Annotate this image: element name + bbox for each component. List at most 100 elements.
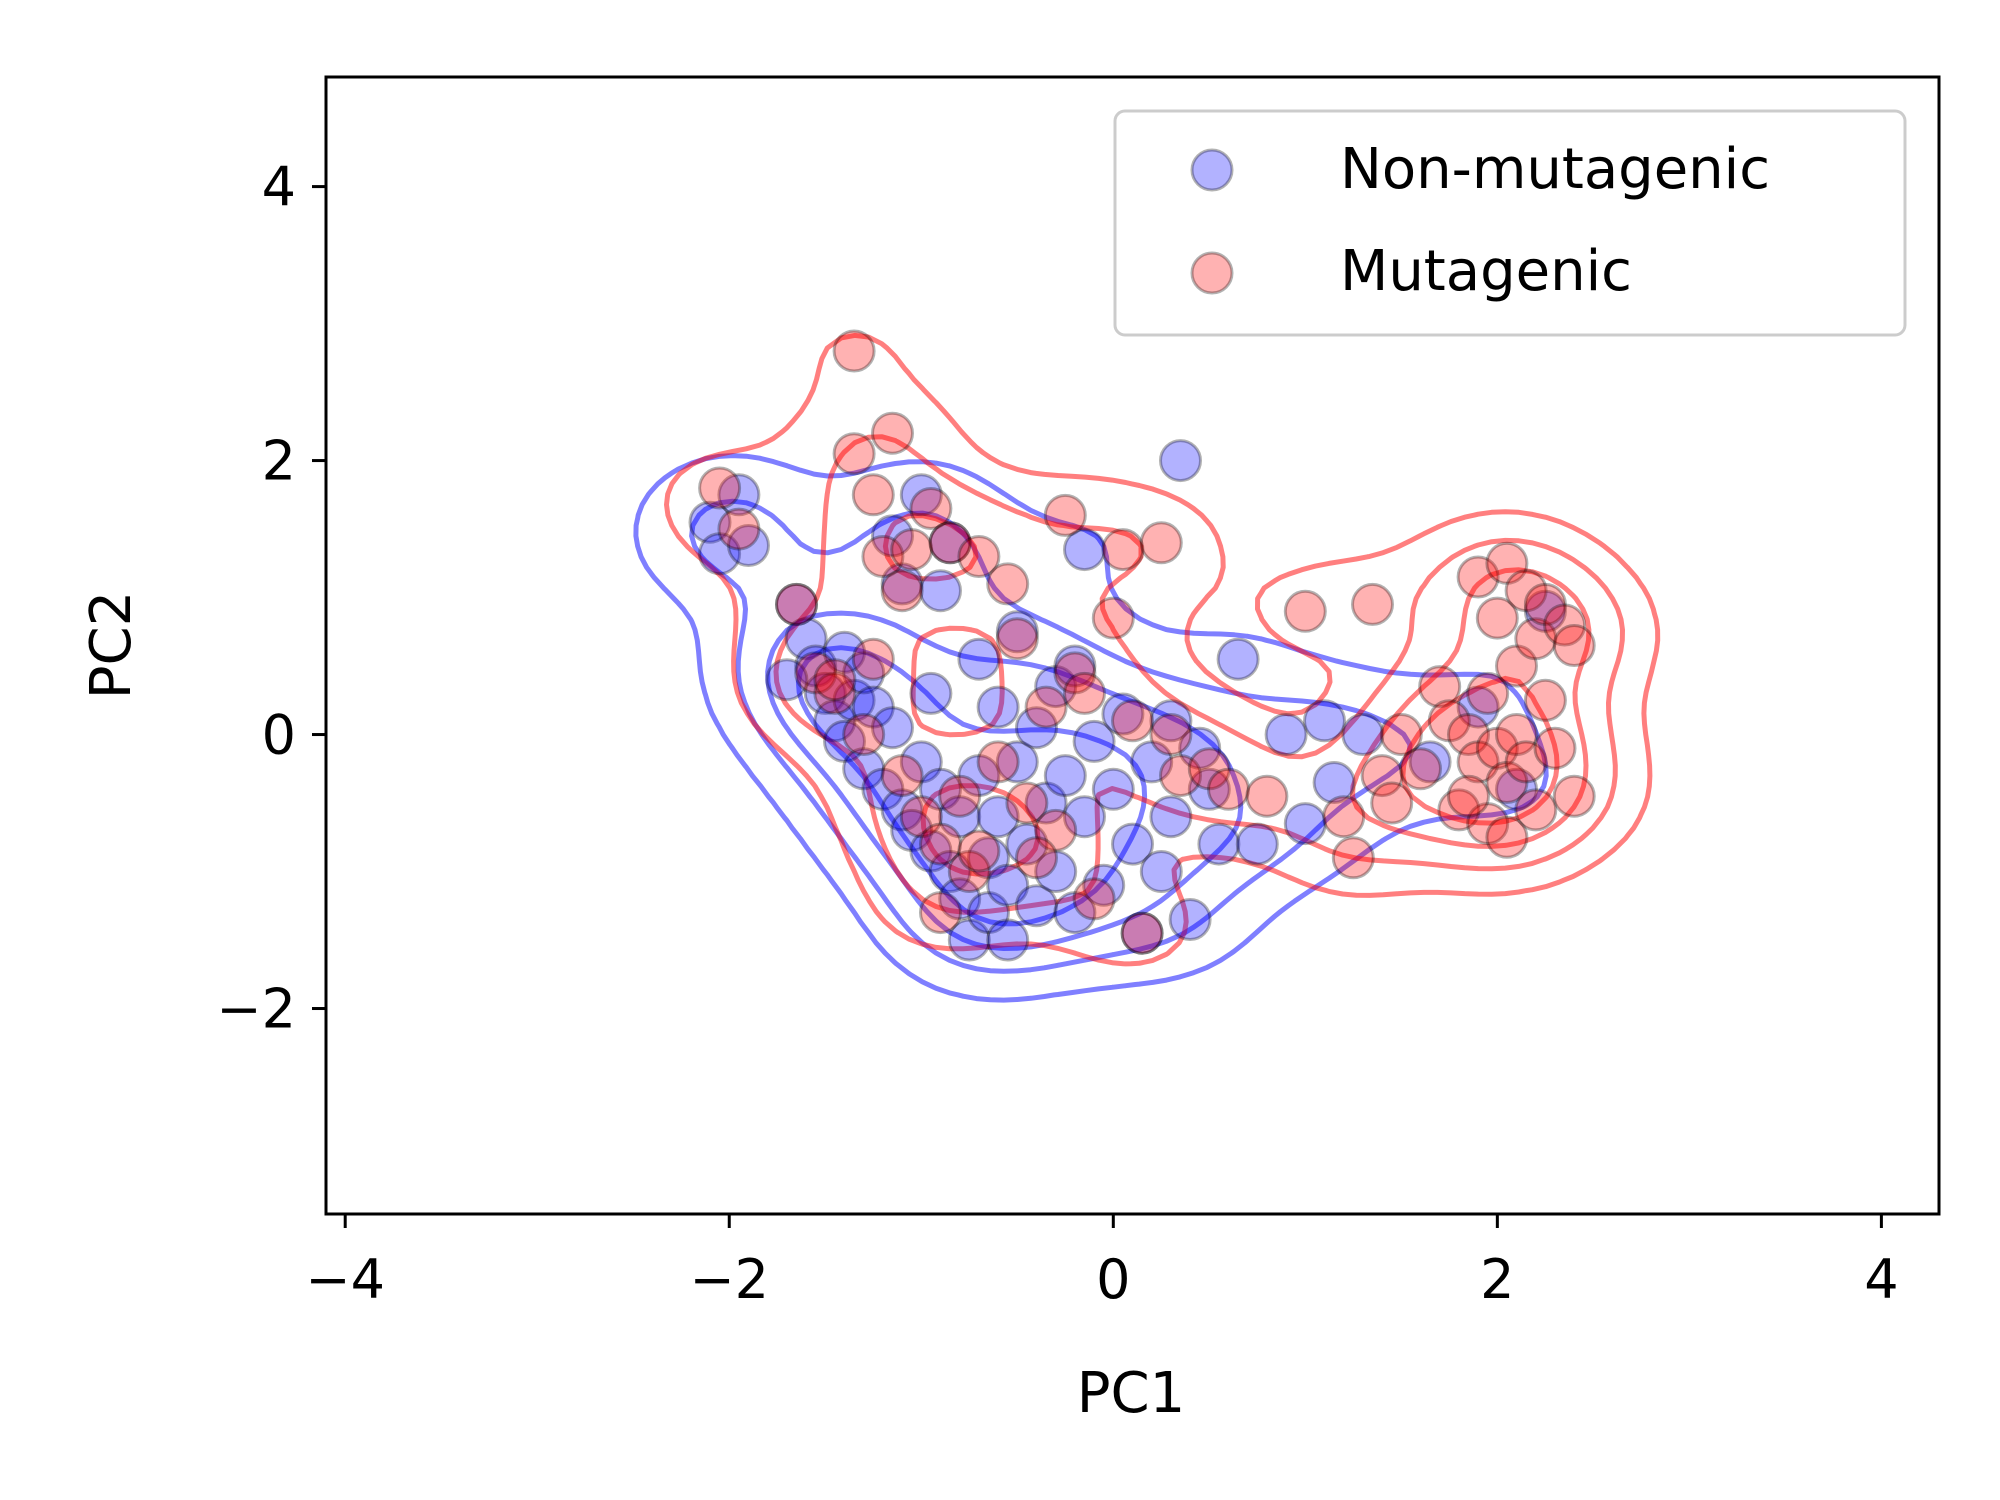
y-tick-label: 4 xyxy=(262,156,296,219)
point-mutagenic xyxy=(1111,699,1154,743)
point-non-mutagenic xyxy=(765,658,809,702)
density-contour-line xyxy=(1400,675,1560,826)
point-non-mutagenic xyxy=(823,719,866,763)
point-mutagenic xyxy=(1379,713,1423,756)
x-tick-label: −4 xyxy=(305,1248,385,1311)
point-mutagenic xyxy=(1523,582,1567,626)
point-non-mutagenic xyxy=(1178,726,1222,770)
point-mutagenic xyxy=(1245,774,1289,818)
point-mutagenic xyxy=(717,507,761,551)
point-mutagenic xyxy=(1091,596,1135,640)
point-mutagenic xyxy=(851,637,895,681)
point-non-mutagenic xyxy=(1043,754,1087,798)
point-mutagenic xyxy=(871,411,914,455)
point-mutagenic xyxy=(995,617,1039,661)
point-mutagenic xyxy=(1514,617,1558,661)
point-mutagenic xyxy=(1437,788,1481,832)
point-non-mutagenic xyxy=(1303,699,1346,743)
point-non-mutagenic xyxy=(1005,822,1049,866)
point-non-mutagenic xyxy=(957,637,1001,681)
point-mutagenic xyxy=(1063,671,1106,715)
point-non-mutagenic xyxy=(890,808,934,852)
point-mutagenic xyxy=(1447,774,1490,818)
point-mutagenic xyxy=(1456,555,1500,599)
point-mutagenic xyxy=(1552,624,1596,667)
point-non-mutagenic xyxy=(871,514,914,558)
point-mutagenic xyxy=(919,822,962,866)
point-non-mutagenic xyxy=(1101,692,1145,736)
point-mutagenic xyxy=(1514,788,1558,832)
point-non-mutagenic xyxy=(976,795,1020,839)
plot-frame xyxy=(324,75,1941,1216)
point-non-mutagenic xyxy=(688,500,732,544)
point-non-mutagenic xyxy=(784,617,828,661)
point-non-mutagenic xyxy=(928,521,972,565)
point-mutagenic xyxy=(698,466,742,510)
point-non-mutagenic xyxy=(967,891,1010,935)
point-mutagenic xyxy=(986,562,1030,606)
point-non-mutagenic xyxy=(823,630,866,674)
point-non-mutagenic xyxy=(880,788,924,832)
point-non-mutagenic xyxy=(909,671,953,715)
point-mutagenic xyxy=(1485,815,1529,859)
point-non-mutagenic xyxy=(842,651,886,695)
point-mutagenic xyxy=(919,891,962,935)
point-mutagenic xyxy=(957,535,1001,578)
point-mutagenic xyxy=(976,740,1020,784)
point-mutagenic xyxy=(1533,726,1577,770)
point-non-mutagenic xyxy=(928,850,972,893)
point-mutagenic xyxy=(899,795,943,839)
point-non-mutagenic xyxy=(899,473,943,517)
y-tick-label: 0 xyxy=(262,704,296,767)
legend-marker-mutagenic xyxy=(1190,251,1234,295)
point-mutagenic xyxy=(832,329,876,373)
point-non-mutagenic xyxy=(1456,685,1500,729)
point-non-mutagenic xyxy=(1523,589,1567,633)
point-mutagenic xyxy=(1427,699,1471,743)
point-non-mutagenic xyxy=(1034,665,1078,709)
point-non-mutagenic xyxy=(1082,863,1126,907)
point-mutagenic xyxy=(832,432,876,476)
legend-label-non-mutagenic: Non-mutagenic xyxy=(1340,137,1770,202)
point-non-mutagenic xyxy=(1149,699,1193,743)
point-mutagenic xyxy=(1543,603,1587,647)
legend-marker-non-mutagenic xyxy=(1190,148,1234,192)
point-mutagenic xyxy=(1447,713,1490,756)
point-mutagenic xyxy=(947,850,991,893)
point-mutagenic xyxy=(794,651,838,695)
point-non-mutagenic xyxy=(1235,822,1279,866)
point-mutagenic xyxy=(813,671,857,715)
point-non-mutagenic xyxy=(1034,850,1078,893)
point-non-mutagenic xyxy=(1091,767,1135,811)
point-non-mutagenic xyxy=(1495,767,1538,811)
density-contours xyxy=(633,332,1661,1003)
point-mutagenic xyxy=(1485,761,1529,804)
point-mutagenic xyxy=(1149,713,1193,756)
point-non-mutagenic xyxy=(842,747,886,791)
legend-label-mutagenic: Mutagenic xyxy=(1340,239,1632,304)
point-non-mutagenic xyxy=(1149,795,1193,839)
point-mutagenic xyxy=(1370,781,1414,825)
point-non-mutagenic xyxy=(1197,822,1241,866)
point-non-mutagenic xyxy=(871,706,914,750)
legend: Non-mutagenic Mutagenic xyxy=(1113,109,1907,337)
x-tick-label: 4 xyxy=(1864,1248,1898,1311)
point-non-mutagenic xyxy=(1063,795,1106,839)
point-mutagenic xyxy=(1351,582,1394,626)
point-non-mutagenic xyxy=(957,754,1001,798)
point-mutagenic xyxy=(1504,569,1548,613)
point-non-mutagenic xyxy=(1053,891,1097,935)
legend-box xyxy=(1113,109,1907,337)
x-tick-label: 2 xyxy=(1480,1248,1514,1311)
point-mutagenic xyxy=(909,487,953,530)
point-mutagenic xyxy=(1159,754,1202,798)
point-mutagenic xyxy=(1466,671,1510,715)
point-non-mutagenic xyxy=(1111,822,1154,866)
point-non-mutagenic xyxy=(1283,802,1327,846)
point-mutagenic xyxy=(1120,911,1164,955)
point-mutagenic xyxy=(890,528,934,572)
point-mutagenic xyxy=(880,754,924,798)
point-non-mutagenic xyxy=(803,671,847,715)
density-contour-line xyxy=(882,513,1592,877)
point-non-mutagenic xyxy=(1120,911,1164,955)
